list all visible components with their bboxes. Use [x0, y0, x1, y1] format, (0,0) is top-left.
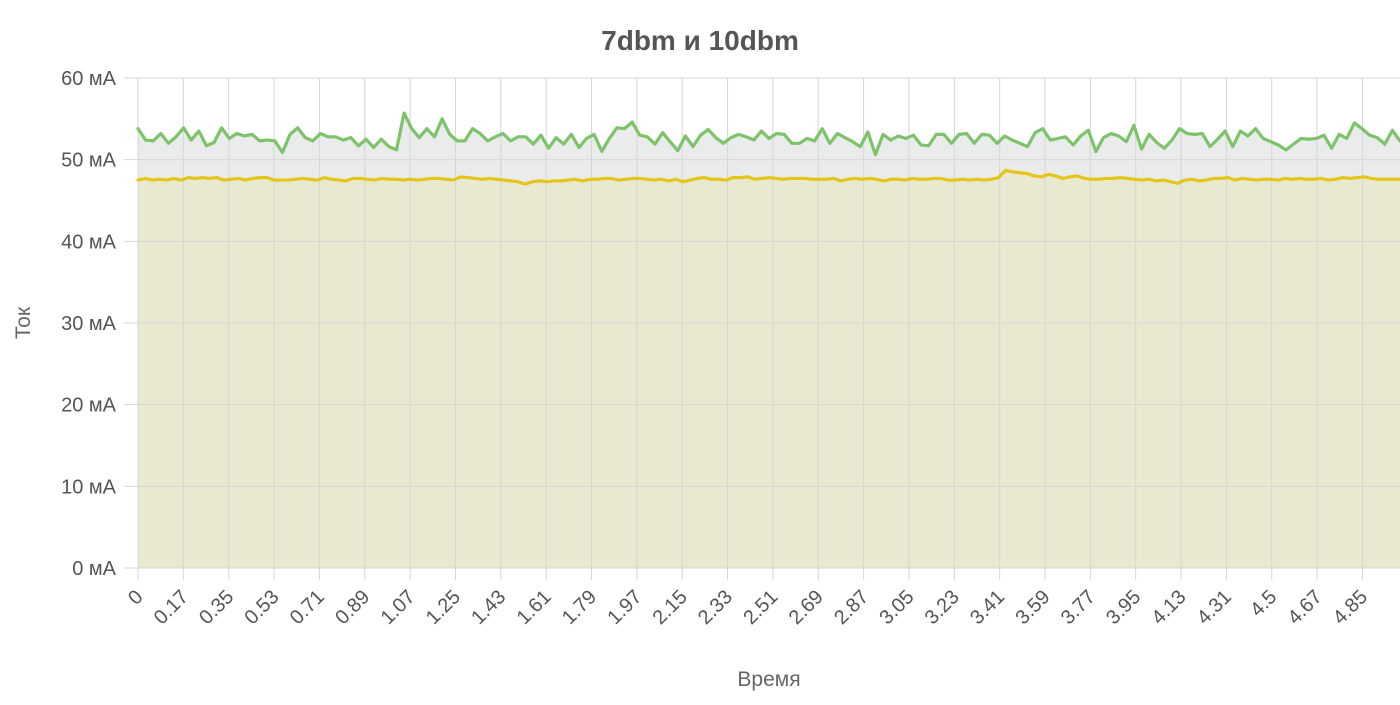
x-tick-label: 1.97	[603, 586, 646, 629]
x-tick-label: 4.67	[1284, 586, 1327, 629]
plot-areas	[138, 113, 1400, 569]
x-tick-label: 4.13	[1147, 586, 1190, 629]
series-1-line	[136, 111, 1400, 157]
x-tick-label: 1.79	[558, 586, 601, 629]
x-tick-label: 0.35	[195, 586, 238, 629]
y-tick-label: 20 мА	[61, 395, 117, 417]
x-tick-label: 3.77	[1057, 586, 1100, 629]
x-axis-label: Время	[737, 668, 800, 691]
x-tick-label: 3.59	[1011, 586, 1054, 629]
plot-lines	[136, 111, 1400, 186]
series-2-area	[138, 170, 1400, 568]
y-tick-label: 40 мА	[61, 231, 117, 253]
y-axis-label: Ток	[12, 306, 35, 339]
x-tick-label: 1.43	[467, 586, 510, 629]
x-axis: 0 0.17 0.35 0.53 0.71 0.89 1.07 1.25 1.43 1.61 1.7…	[124, 586, 1372, 629]
chart-title: 7dbm и 10dbm	[601, 25, 799, 56]
x-tick-label: 2.69	[785, 586, 828, 629]
x-tick-label: 0.53	[240, 586, 283, 629]
series-2-line	[136, 168, 1400, 186]
x-tick-label: 4.31	[1193, 586, 1236, 629]
x-tick-label: 2.33	[694, 586, 737, 629]
y-axis: 0 мА 10 мА 20 мА 30 мА 40 мА 50 мА 60 мА	[61, 68, 117, 580]
x-tick-label: 2.15	[649, 586, 692, 629]
x-tick-label: 0.17	[150, 586, 193, 629]
x-tick-label: 3.41	[966, 586, 1009, 629]
x-tick-label: 1.25	[422, 586, 465, 629]
y-tick-label: 50 мА	[61, 150, 117, 172]
x-tick-label: 1.61	[513, 586, 556, 629]
y-tick-label: 30 мА	[61, 313, 117, 335]
y-tick-label: 10 мА	[61, 476, 117, 498]
x-tick-label: 0	[124, 586, 147, 609]
x-tick-label: 3.95	[1102, 586, 1145, 629]
x-tick-label: 4.85	[1329, 586, 1372, 629]
x-tick-label: 2.87	[830, 586, 873, 629]
x-tick-label: 4.5	[1246, 586, 1281, 621]
y-tick-label: 0 мА	[72, 558, 116, 580]
plot-grid	[124, 77, 1400, 580]
y-tick-label: 60 мА	[61, 68, 117, 90]
x-tick-label: 2.51	[739, 586, 782, 629]
x-tick-label: 0.71	[286, 586, 329, 629]
x-tick-label: 0.89	[331, 586, 374, 629]
x-tick-label: 3.23	[921, 586, 964, 629]
x-tick-label: 3.05	[875, 586, 918, 629]
x-tick-label: 1.07	[377, 586, 420, 629]
